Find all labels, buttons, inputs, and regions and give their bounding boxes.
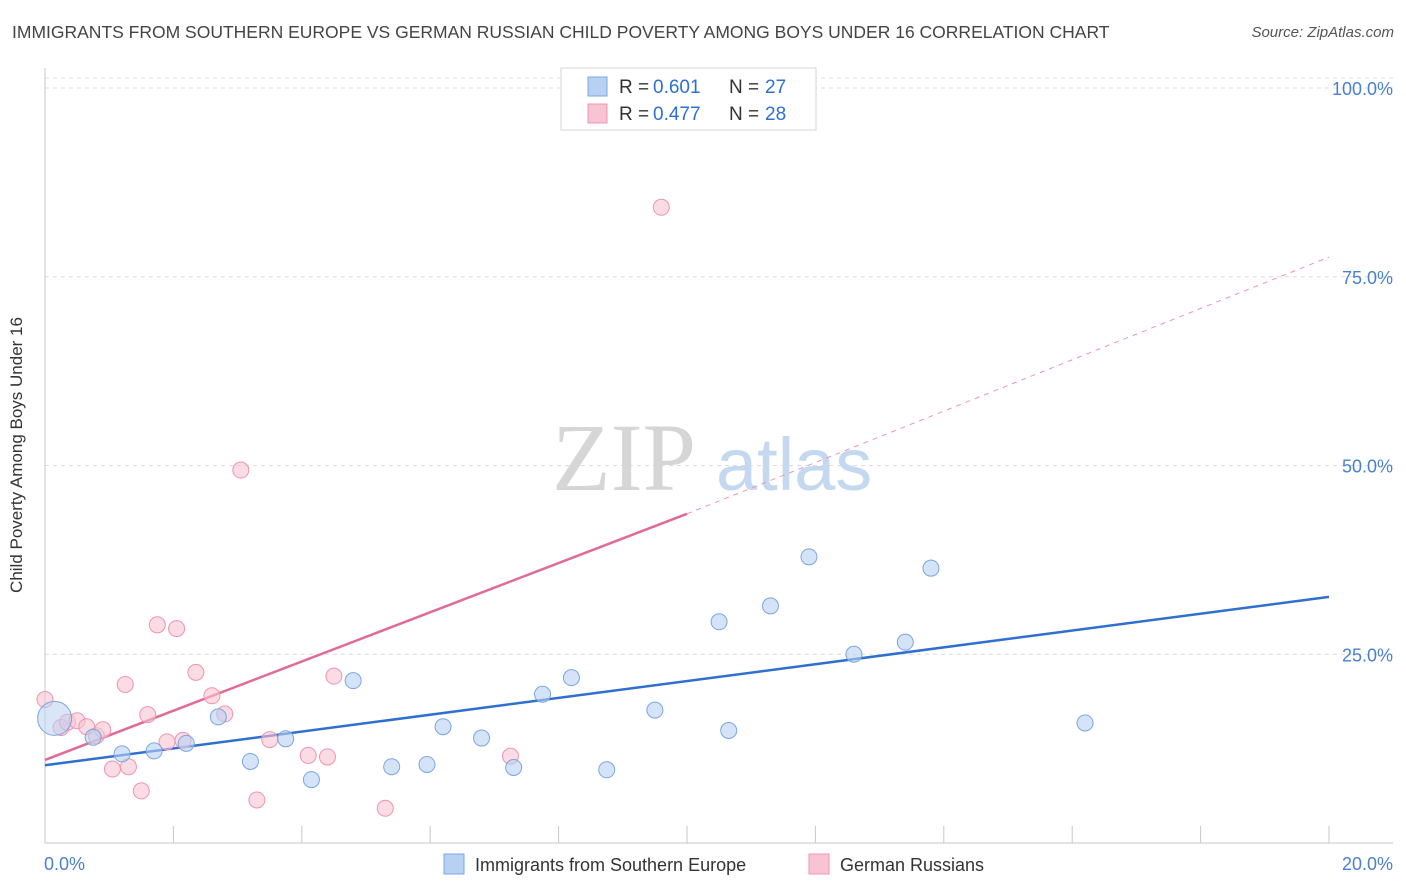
southern-europe-point-12 [434,718,452,736]
stats-r-value-pink: 0.477 [653,104,701,125]
german-russians-point-16 [187,663,205,681]
y-tick-label-75: 75.0% [1342,268,1393,288]
southern-europe-point-7 [277,730,295,748]
stats-legend: R = 0.601 N = 27 R = 0.477 N = 28 [560,67,817,131]
southern-europe-point-22 [800,548,818,566]
southern-europe-point-9 [344,672,362,690]
german-russians-point-22 [299,746,317,764]
german-russians-point-25 [376,799,394,817]
southern-europe-point-23 [845,645,863,663]
german-russians-point-21 [261,731,279,749]
southern-europe-point-13 [473,729,491,747]
german-russians-point-12 [148,616,166,634]
stats-n-value-pink: 28 [765,104,786,125]
german-russians-point-11 [139,706,157,724]
southern-europe-point-21 [761,597,779,615]
legend-label-southern-europe: Immigrants from Southern Europe [475,855,746,875]
y-tick-labels: 100.0% 75.0% 50.0% 25.0% [1332,79,1393,665]
southern-europe-point-11 [418,755,436,773]
southern-europe-point-16 [562,669,580,687]
southern-europe-point-25 [922,559,940,577]
southern-europe-point-4 [177,734,195,752]
legend-swatch-southern-europe [443,853,465,875]
southern-europe-point-6 [241,752,259,770]
stats-n-value-blue: 27 [765,77,786,98]
stats-r-label-pink: R = [619,104,654,125]
y-tick-label-25: 25.0% [1342,645,1393,665]
german-russians-point-24 [325,667,343,685]
legend-swatch-german-russians [808,853,830,875]
southern-europe-point-10 [383,758,401,776]
x-tick-label-max: 20.0% [1342,854,1393,874]
southern-europe-point-26 [1076,714,1094,732]
southern-europe-point-17 [598,761,616,779]
southern-europe-trend-line [44,595,1330,767]
german-russians-point-8 [116,675,134,693]
southern-europe-point-18 [646,701,664,719]
watermark-zip: ZIP [552,404,696,511]
southern-europe-point-15 [534,685,552,703]
german-russians-point-20 [248,791,266,809]
stats-r-label-blue: R = [619,77,654,98]
southern-europe-point-0 [37,700,73,736]
x-tick-label-min: 0.0% [44,854,85,874]
y-tick-label-50: 50.0% [1342,457,1393,477]
german-russians-point-19 [232,461,250,479]
german-russians-point-7 [103,760,121,778]
german-russians-point-27 [652,198,670,216]
stats-legend-swatch-blue [587,76,608,97]
stats-r-value-blue: 0.601 [653,77,701,98]
southern-europe-points [37,548,1094,789]
series-legend: Immigrants from Southern Europe German R… [443,853,984,875]
southern-europe-point-24 [896,633,914,651]
stats-n-label-pink: N = [729,104,764,125]
southern-europe-point-8 [302,771,320,789]
southern-europe-point-2 [113,745,131,763]
x-ticks [172,826,1330,843]
german-russians-point-23 [318,748,336,766]
y-tick-label-100: 100.0% [1332,79,1393,99]
german-russians-point-17 [203,687,221,705]
southern-europe-point-5 [209,708,227,726]
chart-title: IMMIGRANTS FROM SOUTHERN EUROPE VS GERMA… [12,22,1110,42]
german-russians-point-10 [132,782,150,800]
source-note: Source: ZipAtlas.com [1251,24,1394,41]
stats-n-label-blue: N = [729,77,764,98]
watermark-atlas: atlas [716,423,872,506]
southern-europe-point-20 [720,722,738,740]
southern-europe-point-1 [84,728,102,746]
german-russians-point-14 [168,620,186,638]
gridlines [45,77,1393,655]
southern-europe-point-14 [505,759,523,776]
watermark: ZIP atlas [552,404,872,511]
stats-legend-swatch-pink [587,103,608,124]
german-russians-trend-extension [686,256,1330,515]
legend-label-german-russians: German Russians [840,855,984,875]
southern-europe-point-3 [145,742,163,760]
southern-europe-point-19 [710,613,728,631]
